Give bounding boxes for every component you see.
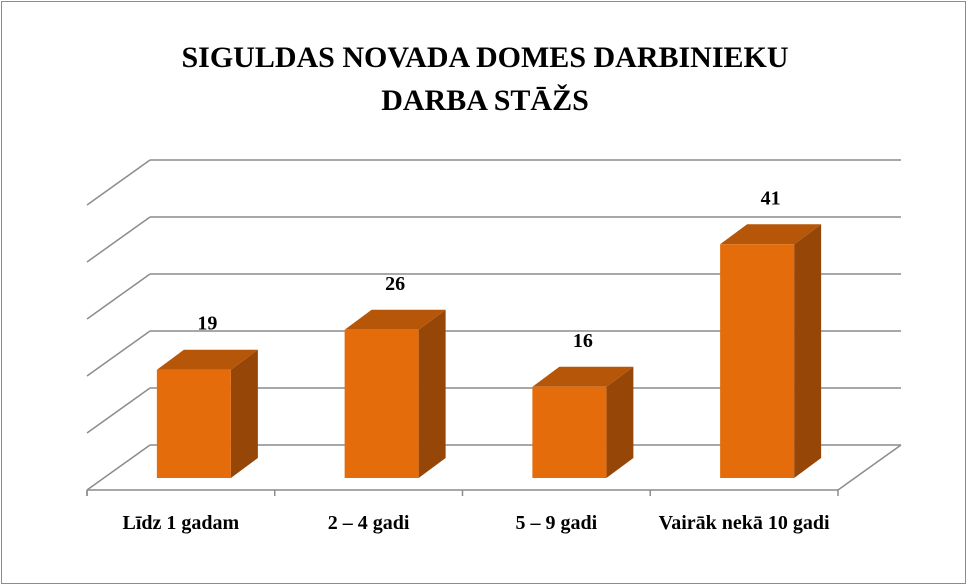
x-tick-label: 5 – 9 gadi [515, 512, 598, 534]
floor-edge [837, 444, 902, 491]
bar [156, 369, 231, 478]
data-label: 26 [385, 273, 405, 295]
bar-top [532, 366, 634, 387]
x-tick-label: 2 – 4 gadi [327, 512, 410, 534]
grid-line [86, 273, 151, 320]
bar [344, 329, 419, 478]
bar-side [418, 309, 446, 478]
bar-top [720, 224, 822, 245]
data-label: 41 [761, 187, 781, 209]
bar-top [344, 309, 446, 330]
chart-title: SIGULDAS NOVADA DOMES DARBINIEKU DARBA S… [181, 41, 789, 117]
bar-top [156, 349, 258, 370]
data-label: 19 [197, 313, 217, 335]
x-tick-label: Vairāk nekā 10 gadi [658, 512, 830, 534]
bar-side [794, 224, 822, 478]
bar [532, 386, 607, 478]
bar-side [606, 366, 634, 478]
grid-line [86, 444, 151, 491]
grid-line [86, 387, 151, 434]
bar-side [230, 349, 258, 478]
bar [720, 244, 795, 478]
grid-line [86, 159, 151, 206]
grid-line [86, 216, 151, 263]
x-tick-label: Līdz 1 gadam [122, 512, 240, 534]
data-label: 16 [573, 330, 593, 352]
grid-line [86, 330, 151, 377]
